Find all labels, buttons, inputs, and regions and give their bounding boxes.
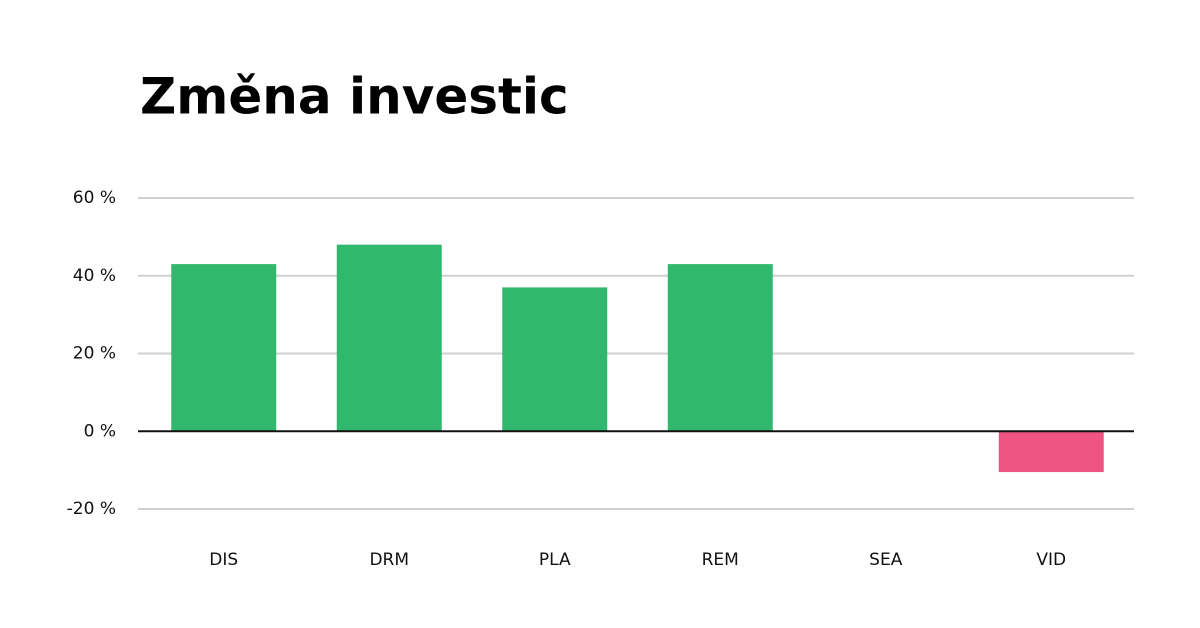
y-tick-label: -20 % bbox=[67, 499, 116, 519]
bar bbox=[171, 264, 277, 432]
x-tick-label: PLA bbox=[539, 550, 571, 570]
bar bbox=[502, 287, 608, 432]
x-tick-label: VID bbox=[1036, 550, 1066, 570]
bar bbox=[998, 431, 1104, 473]
y-tick-label: 20 % bbox=[73, 344, 116, 364]
y-tick-label: 40 % bbox=[73, 266, 116, 286]
x-tick-label: REM bbox=[702, 550, 739, 570]
y-tick-label: 60 % bbox=[73, 188, 116, 208]
y-tick-label: 0 % bbox=[84, 421, 116, 441]
x-tick-label: SEA bbox=[869, 550, 903, 570]
bar bbox=[667, 264, 773, 432]
bar bbox=[336, 244, 442, 432]
chart-title: Změna investic bbox=[140, 68, 569, 126]
x-tick-label: DRM bbox=[369, 550, 409, 570]
x-tick-label: DIS bbox=[209, 550, 238, 570]
